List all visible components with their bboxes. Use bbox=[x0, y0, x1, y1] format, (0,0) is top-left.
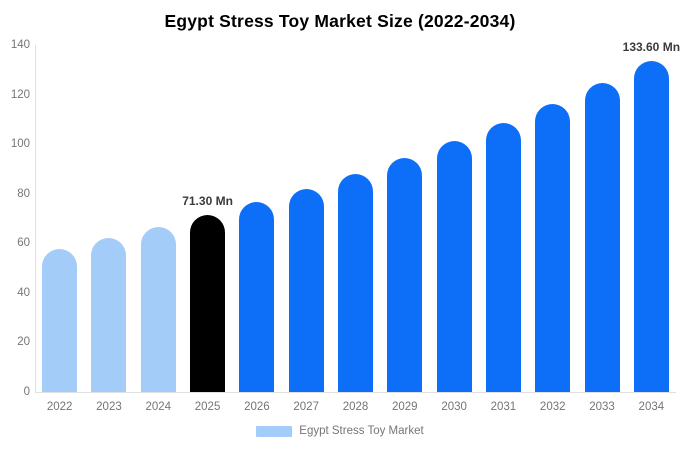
x-tick-label-2022: 2022 bbox=[46, 401, 73, 413]
bar-2029 bbox=[387, 158, 423, 392]
legend-item[interactable]: Egypt Stress Toy Market bbox=[0, 425, 680, 437]
y-tick-label-120: 120 bbox=[10, 88, 30, 101]
y-tick-label-80: 80 bbox=[17, 187, 30, 200]
x-axis-line bbox=[35, 392, 676, 393]
chart-title: Egypt Stress Toy Market Size (2022-2034) bbox=[164, 11, 516, 31]
bar-2034 bbox=[633, 60, 669, 392]
bar-2028 bbox=[338, 174, 373, 392]
x-tick-label-2024: 2024 bbox=[145, 401, 172, 413]
bar-2033 bbox=[584, 83, 620, 392]
legend-label: Egypt Stress Toy Market bbox=[299, 425, 424, 437]
legend-swatch-icon bbox=[256, 425, 293, 437]
x-tick-label-2027: 2027 bbox=[293, 401, 319, 413]
x-tick-label-2033: 2033 bbox=[589, 401, 615, 413]
x-tick-label-2028: 2028 bbox=[342, 401, 369, 413]
x-tick-label-2023: 2023 bbox=[96, 401, 122, 413]
y-tick-label-100: 100 bbox=[10, 138, 30, 151]
value-label-2034: 133.60 Mn bbox=[622, 39, 680, 54]
bar-2030 bbox=[436, 141, 472, 392]
bar-2031 bbox=[485, 123, 521, 392]
y-axis-line bbox=[35, 45, 36, 392]
y-tick-label-40: 40 bbox=[17, 286, 30, 299]
x-tick-label-2025: 2025 bbox=[194, 401, 221, 413]
x-tick-label-2030: 2030 bbox=[441, 401, 467, 413]
bar-2026 bbox=[239, 202, 275, 392]
y-tick-label-0: 0 bbox=[23, 386, 30, 398]
bar-2032 bbox=[535, 103, 571, 392]
x-tick-label-2026: 2026 bbox=[244, 401, 270, 413]
x-tick-label-2031: 2031 bbox=[490, 401, 517, 413]
y-tick-label-140: 140 bbox=[10, 39, 30, 51]
bar-2025 bbox=[190, 215, 226, 392]
bar-2027 bbox=[288, 188, 324, 392]
y-tick-label-60: 60 bbox=[17, 237, 30, 250]
bar-2024 bbox=[140, 227, 176, 392]
x-tick-label-2029: 2029 bbox=[392, 401, 418, 413]
bar-2023 bbox=[91, 238, 127, 392]
value-label-2025: 71.30 Mn bbox=[182, 194, 233, 209]
bar-2022 bbox=[42, 248, 78, 392]
x-tick-label-2032: 2032 bbox=[539, 401, 566, 413]
y-tick-label-20: 20 bbox=[17, 336, 30, 349]
x-tick-label-2034: 2034 bbox=[638, 401, 665, 413]
